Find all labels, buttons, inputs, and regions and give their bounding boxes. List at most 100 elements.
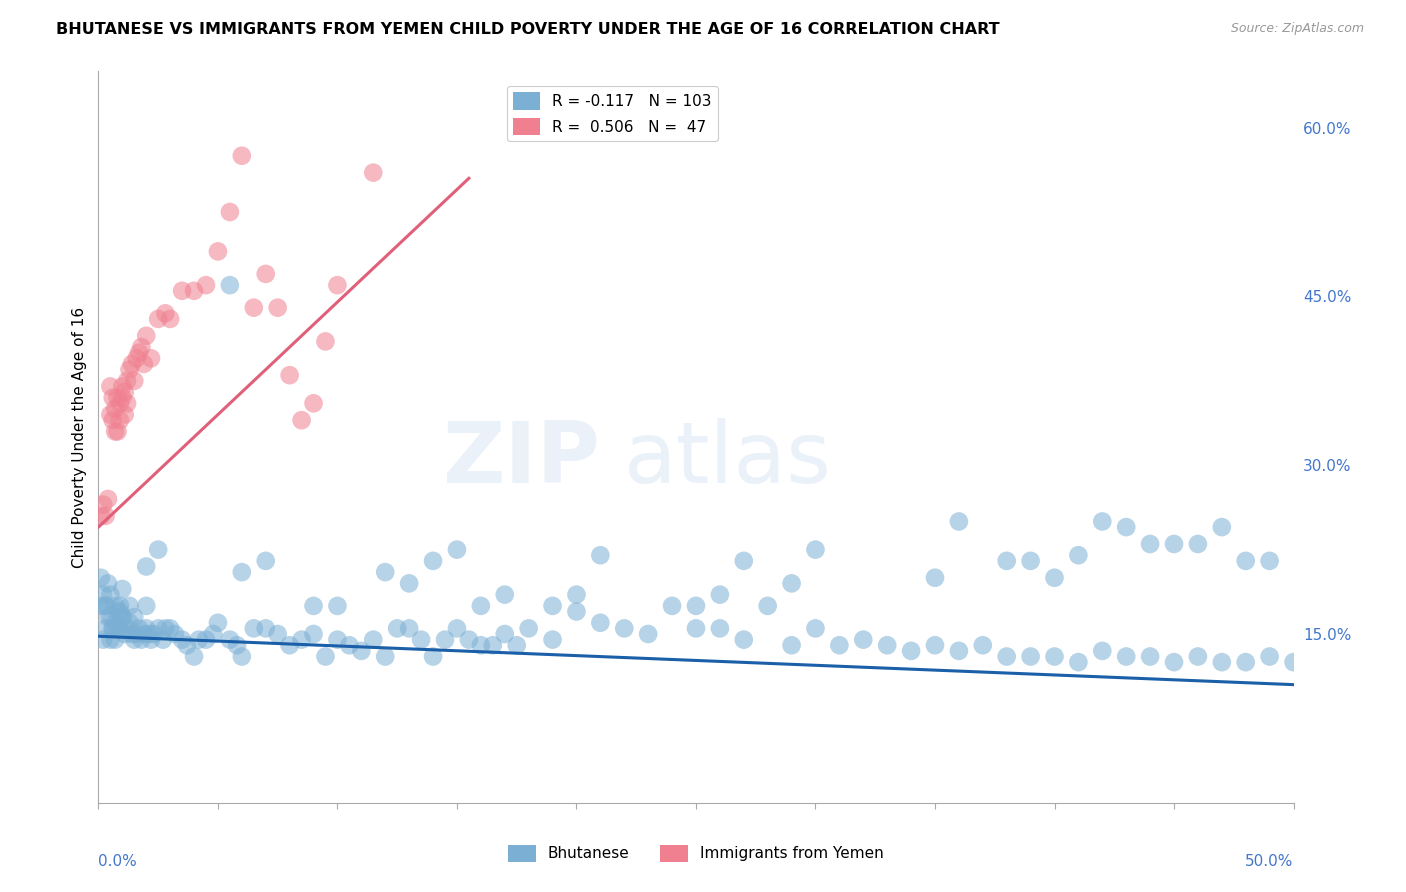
Text: Source: ZipAtlas.com: Source: ZipAtlas.com — [1230, 22, 1364, 36]
Point — [326, 599, 349, 613]
Point — [111, 391, 134, 405]
Point — [1043, 649, 1066, 664]
Point — [114, 627, 136, 641]
Point — [159, 312, 181, 326]
Point — [804, 621, 827, 635]
Point — [101, 621, 124, 635]
Point — [111, 610, 134, 624]
Point — [733, 632, 755, 647]
Point — [541, 599, 564, 613]
Point — [948, 515, 970, 529]
Point — [111, 582, 134, 596]
Point — [195, 632, 218, 647]
Point — [104, 599, 127, 613]
Point — [121, 357, 143, 371]
Point — [685, 621, 707, 635]
Point — [1067, 548, 1090, 562]
Point — [115, 396, 138, 410]
Point — [107, 605, 129, 619]
Point — [517, 621, 540, 635]
Point — [780, 638, 803, 652]
Point — [91, 498, 114, 512]
Point — [494, 588, 516, 602]
Point — [139, 632, 162, 647]
Point — [565, 588, 588, 602]
Point — [98, 632, 122, 647]
Point — [1139, 537, 1161, 551]
Point — [104, 632, 127, 647]
Point — [219, 278, 242, 293]
Point — [155, 621, 177, 635]
Point — [446, 621, 468, 635]
Point — [108, 413, 131, 427]
Point — [202, 627, 225, 641]
Point — [613, 621, 636, 635]
Point — [231, 649, 253, 664]
Point — [125, 351, 148, 366]
Point — [278, 638, 301, 652]
Point — [267, 627, 290, 641]
Point — [1187, 537, 1209, 551]
Point — [924, 638, 946, 652]
Point — [91, 588, 114, 602]
Point — [589, 615, 612, 630]
Text: 50.0%: 50.0% — [1246, 854, 1294, 869]
Point — [804, 542, 827, 557]
Point — [458, 632, 481, 647]
Point — [1115, 520, 1137, 534]
Point — [398, 621, 420, 635]
Point — [231, 565, 253, 579]
Point — [1091, 515, 1114, 529]
Point — [107, 425, 129, 439]
Point — [187, 632, 209, 647]
Point — [108, 599, 131, 613]
Point — [148, 621, 170, 635]
Point — [135, 559, 157, 574]
Point — [98, 588, 122, 602]
Point — [118, 599, 141, 613]
Point — [756, 599, 779, 613]
Point — [995, 649, 1018, 664]
Point — [121, 627, 143, 641]
Point — [219, 205, 242, 219]
Point — [108, 396, 131, 410]
Text: BHUTANESE VS IMMIGRANTS FROM YEMEN CHILD POVERTY UNDER THE AGE OF 16 CORRELATION: BHUTANESE VS IMMIGRANTS FROM YEMEN CHILD… — [56, 22, 1000, 37]
Point — [176, 638, 198, 652]
Point — [114, 408, 136, 422]
Point — [114, 385, 136, 400]
Point — [506, 638, 529, 652]
Point — [98, 379, 122, 393]
Point — [494, 627, 516, 641]
Point — [97, 610, 120, 624]
Point — [90, 508, 112, 523]
Point — [155, 306, 177, 320]
Text: ZIP: ZIP — [443, 417, 600, 500]
Text: atlas: atlas — [624, 417, 832, 500]
Point — [1211, 520, 1233, 534]
Point — [302, 599, 325, 613]
Point — [1091, 644, 1114, 658]
Point — [254, 621, 277, 635]
Point — [90, 571, 112, 585]
Point — [363, 166, 385, 180]
Point — [302, 627, 325, 641]
Point — [1139, 649, 1161, 664]
Point — [128, 345, 150, 359]
Point — [972, 638, 994, 652]
Point — [1234, 655, 1257, 669]
Point — [374, 565, 396, 579]
Point — [115, 374, 138, 388]
Point — [302, 396, 325, 410]
Point — [104, 425, 127, 439]
Point — [124, 632, 146, 647]
Point — [207, 244, 229, 259]
Point — [1234, 554, 1257, 568]
Point — [108, 621, 131, 635]
Point — [104, 615, 127, 630]
Point — [565, 605, 588, 619]
Point — [481, 638, 505, 652]
Point — [1258, 554, 1281, 568]
Point — [709, 621, 731, 635]
Legend: Bhutanese, Immigrants from Yemen: Bhutanese, Immigrants from Yemen — [502, 838, 890, 868]
Point — [131, 340, 153, 354]
